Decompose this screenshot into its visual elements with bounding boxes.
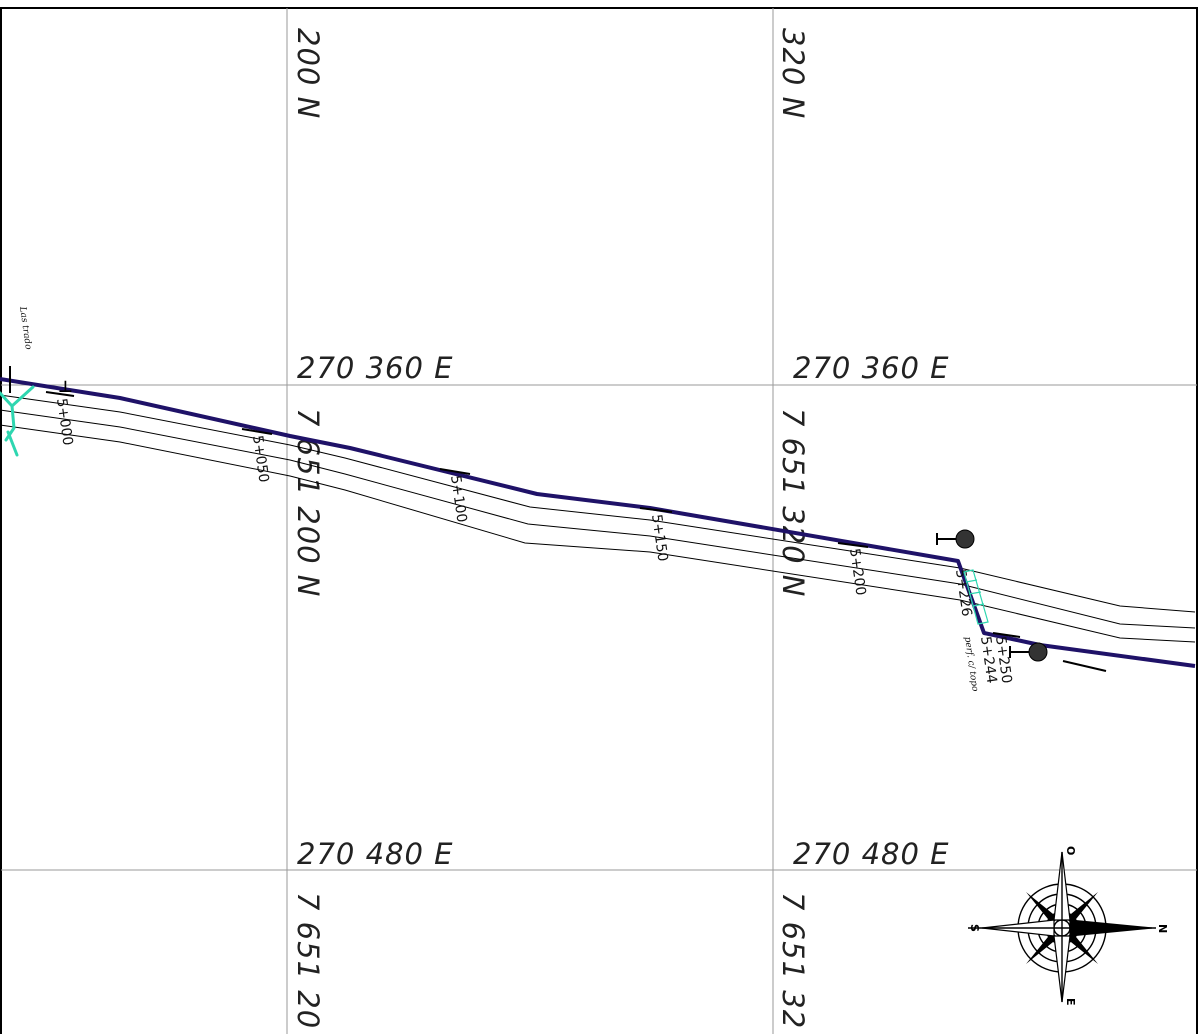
grid-label-north-b-bot: 7 651 32	[776, 892, 810, 1029]
road-centerline	[0, 377, 1196, 668]
culvert-hatch-2	[968, 591, 982, 595]
cyan-culvert-feature	[963, 569, 989, 625]
station-label-5250: 5+250	[992, 635, 1014, 684]
compass-point-nw	[1026, 892, 1058, 924]
cyan-branch	[0, 385, 35, 408]
label-las-trado: Las trado	[17, 305, 33, 351]
station-tick-5150	[639, 507, 673, 513]
marker-1-disc	[955, 529, 975, 549]
station-label-5226: 5+226	[952, 568, 974, 617]
grid-label-east-1a: 270 360 E	[297, 351, 453, 385]
grid-label-north-b-top: 320 N	[776, 28, 810, 119]
station-start-symbol: ⊥	[58, 377, 73, 396]
compass-rose: N S O E	[968, 846, 1169, 1006]
grid-label-north-a-top: 200 N	[291, 28, 325, 119]
road-offset-lines	[0, 394, 1196, 643]
culvert-hatch-3	[972, 603, 985, 607]
survey-marker-1	[936, 529, 975, 549]
station-tick-5000	[45, 391, 75, 397]
compass-label-north: N	[1156, 924, 1169, 933]
culvert-outline	[963, 569, 989, 625]
coordinate-grid	[1, 8, 1197, 1034]
compass-label-east: E	[1064, 998, 1077, 1006]
compass-diagonal-points	[1026, 892, 1098, 964]
grid-label-north-a-bot: 7 651 20	[291, 892, 325, 1029]
cyan-branch-feature	[0, 385, 35, 457]
grid-label-north-b-mid: 7 651 320 N	[776, 408, 810, 598]
offset-line-2	[0, 409, 1196, 629]
compass-point-se	[1066, 932, 1098, 964]
map-frame	[0, 7, 1198, 1034]
marker-2-disc	[1028, 642, 1048, 662]
grid-label-east-2a: 270 480 E	[297, 837, 453, 871]
compass-label-west: O	[1064, 846, 1077, 855]
station-label-5244: 5+244	[977, 635, 999, 684]
station-label-5050: 5+050	[249, 434, 271, 483]
station-label-5100: 5+100	[447, 474, 469, 523]
station-ticks	[45, 391, 1107, 672]
cyan-branch-tail	[6, 430, 19, 457]
station-label-5200: 5+200	[846, 547, 868, 596]
offset-line-3	[0, 424, 1196, 643]
compass-main-points	[981, 851, 1153, 1003]
station-label-5000: 5+000	[53, 397, 75, 446]
grid-label-east-2b: 270 480 E	[793, 837, 949, 871]
station-tick-5200	[837, 542, 869, 548]
grid-label-east-1b: 270 360 E	[793, 351, 949, 385]
station-tick-5050	[241, 428, 273, 435]
station-label-5150: 5+150	[648, 513, 670, 562]
compass-label-south: S	[968, 924, 981, 932]
station-tick-5250	[992, 632, 1021, 638]
station-tick-5100	[439, 468, 471, 475]
culvert-hatch-1	[965, 579, 978, 583]
survey-marker-2	[1009, 642, 1048, 662]
station-tick-end	[1062, 660, 1107, 672]
compass-point-ne	[1066, 892, 1098, 924]
compass-point-sw	[1026, 932, 1058, 964]
label-perf-c-topo: perf. c/ topo	[962, 636, 980, 693]
offset-line-1	[0, 394, 1196, 613]
